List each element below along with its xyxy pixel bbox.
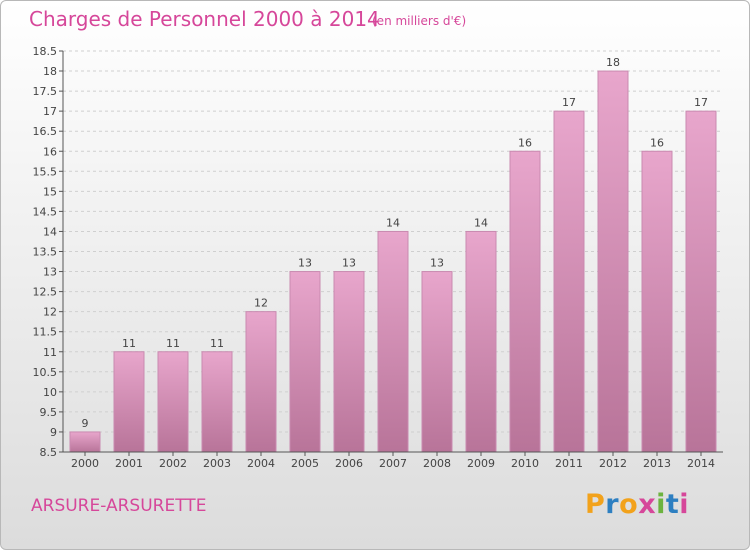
y-tick-label: 9.5 xyxy=(40,406,58,419)
axes: 8.5 9 9.5 10 10.5 11 11.5 12 12.5 13 13.5 14 14.5 15 1… xyxy=(33,45,723,470)
y-tick-label: 17 xyxy=(43,105,57,118)
y-tick-label: 13.5 xyxy=(33,246,58,259)
y-tick-label: 18.5 xyxy=(33,45,58,58)
x-tick-label: 2014 xyxy=(687,457,715,470)
bar-value-label: 16 xyxy=(518,136,532,149)
bar xyxy=(641,150,673,453)
x-tick-label: 2009 xyxy=(467,457,495,470)
y-tick-label: 9 xyxy=(50,426,57,439)
x-tick-label: 2004 xyxy=(247,457,275,470)
chart-subtitle: (en milliers d'€) xyxy=(372,14,467,28)
bar xyxy=(465,230,497,453)
bar-value-label: 13 xyxy=(342,257,356,270)
y-tick-label: 14 xyxy=(43,225,57,238)
bar-value-label: 12 xyxy=(254,297,268,310)
bar-value-label: 18 xyxy=(606,56,620,69)
x-tick-label: 2011 xyxy=(555,457,583,470)
logo-letter: i xyxy=(679,489,690,520)
bar-value-label: 11 xyxy=(210,337,224,350)
bar xyxy=(377,230,409,453)
bar-value-label: 11 xyxy=(166,337,180,350)
bar xyxy=(421,271,453,453)
bar-value-label: 13 xyxy=(298,257,312,270)
bar-value-label: 9 xyxy=(82,417,89,430)
bar xyxy=(157,351,189,453)
x-tick-label: 2013 xyxy=(643,457,671,470)
y-tick-label: 15 xyxy=(43,185,57,198)
bar xyxy=(333,271,365,453)
bar xyxy=(201,351,233,453)
x-tick-label: 2012 xyxy=(599,457,627,470)
y-tick-label: 16 xyxy=(43,145,57,158)
bar xyxy=(597,70,629,453)
y-tick-label: 16.5 xyxy=(33,125,58,138)
y-tick-label: 8.5 xyxy=(40,446,58,459)
bar xyxy=(69,431,101,453)
y-tick-label: 10.5 xyxy=(33,366,58,379)
bar-value-label: 16 xyxy=(650,136,664,149)
chart-title: Charges de Personnel 2000 à 2014 xyxy=(29,7,380,31)
bar xyxy=(685,110,717,453)
proxiti-logo: Proxiti xyxy=(585,489,689,520)
x-tick-label: 2003 xyxy=(203,457,231,470)
y-tick-label: 11.5 xyxy=(33,326,58,339)
logo-letter: x xyxy=(638,489,657,520)
x-tick-label: 2008 xyxy=(423,457,451,470)
y-tick-label: 12 xyxy=(43,306,57,319)
x-tick-label: 2010 xyxy=(511,457,539,470)
y-tick-label: 18 xyxy=(43,65,57,78)
y-tick-label: 11 xyxy=(43,346,57,359)
y-tick-label: 17.5 xyxy=(33,85,58,98)
bar-value-label: 14 xyxy=(474,216,488,229)
bar xyxy=(113,351,145,453)
x-tick-label: 2005 xyxy=(291,457,319,470)
bar-value-label: 11 xyxy=(122,337,136,350)
y-tick-label: 12.5 xyxy=(33,286,58,299)
logo-letter: t xyxy=(665,489,680,520)
bar xyxy=(553,110,585,453)
logo-letter: i xyxy=(656,489,666,520)
bar xyxy=(245,311,277,453)
bars: 9 11 11 11 12 13 13 14 13 14 16 17 18 16 17 xyxy=(69,56,717,453)
x-tick-label: 2000 xyxy=(71,457,99,470)
logo-letter: r xyxy=(605,489,620,520)
bar xyxy=(289,271,321,453)
bar-value-label: 17 xyxy=(562,96,576,109)
y-tick-label: 15.5 xyxy=(33,165,58,178)
bar-value-label: 14 xyxy=(386,216,400,229)
y-tick-label: 14.5 xyxy=(33,205,58,218)
bar-value-label: 17 xyxy=(694,96,708,109)
y-tick-label: 13 xyxy=(43,266,57,279)
place-name: ARSURE-ARSURETTE xyxy=(31,496,207,516)
bar-value-label: 13 xyxy=(430,257,444,270)
bar xyxy=(509,150,541,453)
logo-letter: P xyxy=(585,489,606,520)
x-tick-label: 2006 xyxy=(335,457,363,470)
x-tick-label: 2002 xyxy=(159,457,187,470)
x-tick-label: 2007 xyxy=(379,457,407,470)
logo-letter: o xyxy=(619,489,639,520)
x-tick-label: 2001 xyxy=(115,457,143,470)
y-tick-label: 10 xyxy=(43,386,57,399)
